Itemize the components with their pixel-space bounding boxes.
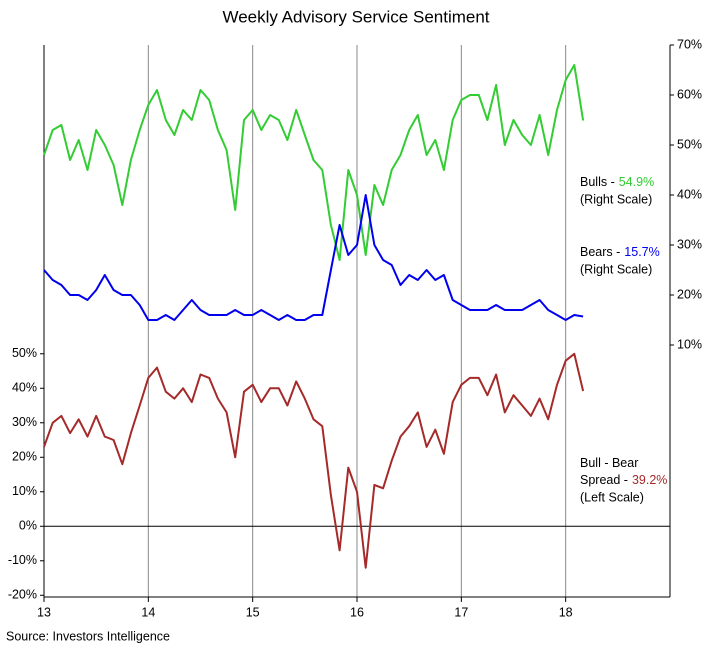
series-line — [43, 64, 585, 261]
annotation-value: 15.7% — [624, 245, 659, 259]
y2-tick-label: 70% — [677, 37, 702, 51]
annotation-note: (Right Scale) — [580, 262, 652, 276]
y-tick-label: 20% — [12, 450, 37, 464]
x-tick-label: 16 — [350, 605, 364, 619]
y-tick-label: 50% — [12, 346, 37, 360]
y-tick-label: -10% — [8, 553, 37, 567]
x-tick-label: 18 — [559, 605, 573, 619]
annotation-text: Bull - Bear — [580, 456, 638, 470]
annotation-text: Bears - 15.7% — [580, 245, 660, 259]
chart-title: Weekly Advisory Service Sentiment — [222, 7, 489, 26]
y-tick-label: 0% — [19, 519, 37, 533]
annotation-note: (Right Scale) — [580, 192, 652, 206]
annotation-value: 39.2% — [632, 473, 667, 487]
y-tick-label: -20% — [8, 588, 37, 602]
y-tick-label: 40% — [12, 381, 37, 395]
y2-tick-label: 10% — [677, 337, 702, 351]
annotation-label: Bulls - — [580, 175, 615, 189]
annotation-note: (Left Scale) — [580, 490, 644, 504]
annotation-text: Bulls - 54.9% — [580, 175, 654, 189]
series-line — [43, 194, 584, 321]
x-tick-label: 17 — [454, 605, 468, 619]
y-tick-label: 10% — [12, 484, 37, 498]
y-tick-label: 30% — [12, 415, 37, 429]
y2-tick-label: 50% — [677, 137, 702, 151]
x-tick-label: 15 — [246, 605, 260, 619]
y2-tick-label: 40% — [677, 187, 702, 201]
annotation-label: Bull - Bear — [580, 456, 638, 470]
annotation-value: 54.9% — [619, 175, 654, 189]
annotation-label: Spread - — [580, 473, 628, 487]
series-line — [43, 352, 585, 569]
annotation-label: Bears - — [580, 245, 620, 259]
x-tick-label: 14 — [141, 605, 155, 619]
source-note: Source: Investors Intelligence — [6, 629, 170, 643]
y2-tick-label: 60% — [677, 87, 702, 101]
x-tick-label: 13 — [37, 605, 51, 619]
y2-tick-label: 20% — [677, 287, 702, 301]
annotation-text: Spread - 39.2% — [580, 473, 667, 487]
y2-tick-label: 30% — [677, 237, 702, 251]
